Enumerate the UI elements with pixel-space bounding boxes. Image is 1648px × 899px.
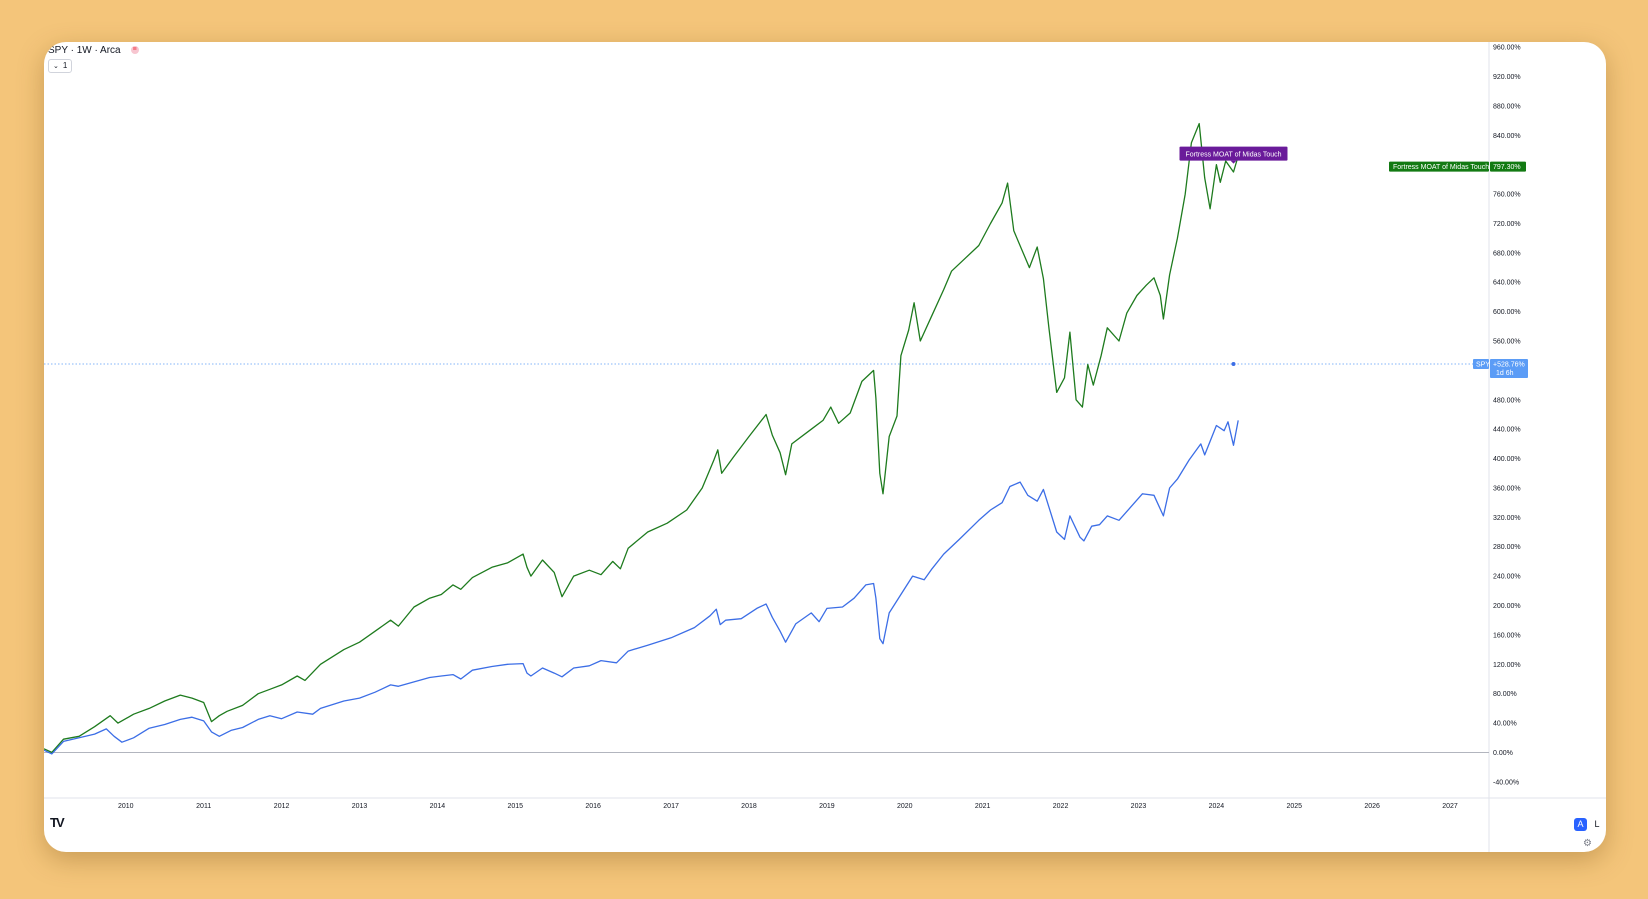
- spy-axis-countdown-text: 1d 6h: [1496, 370, 1514, 377]
- moat-axis-value-text: 797.30%: [1493, 164, 1521, 171]
- y-tick-label: 440.00%: [1493, 427, 1521, 434]
- control-label: 1: [62, 61, 68, 70]
- y-tick-label: 720.00%: [1493, 221, 1521, 228]
- y-tick-label: 840.00%: [1493, 133, 1521, 140]
- gear-icon[interactable]: ⚙: [1583, 838, 1592, 849]
- y-tick-label: 0.00%: [1493, 750, 1513, 757]
- y-tick-label: 280.00%: [1493, 544, 1521, 551]
- moat-series-tag-pointer: [1230, 160, 1237, 164]
- x-tick-label: 2021: [975, 803, 991, 810]
- y-tick-label: 560.00%: [1493, 339, 1521, 346]
- y-tick-label: 80.00%: [1493, 691, 1517, 698]
- y-tick-label: 880.00%: [1493, 103, 1521, 110]
- auto-scale-button[interactable]: A: [1574, 818, 1587, 831]
- y-tick-label: -40.00%: [1493, 779, 1519, 786]
- x-tick-label: 2011: [196, 803, 211, 810]
- moat-series-tag: [1179, 146, 1288, 161]
- x-tick-label: 2024: [1209, 803, 1225, 810]
- y-tick-label: 920.00%: [1493, 74, 1521, 81]
- x-tick-label: 2010: [118, 803, 134, 810]
- x-tick-label: 2017: [663, 803, 679, 810]
- log-scale-button[interactable]: L: [1594, 819, 1600, 829]
- y-tick-label: 680.00%: [1493, 250, 1521, 257]
- x-tick-label: 2015: [507, 803, 523, 810]
- tradingview-logo[interactable]: TV: [50, 815, 65, 830]
- y-tick-label: 200.00%: [1493, 603, 1521, 610]
- moat-axis-value-tag: [1490, 161, 1526, 172]
- y-tick-label: 160.00%: [1493, 632, 1521, 639]
- spy-price-dot: [1231, 361, 1236, 366]
- spy-axis-name-tag: [1473, 358, 1489, 369]
- chart-canvas[interactable]: 960.00%920.00%880.00%840.00%800.00%760.0…: [44, 42, 1606, 852]
- y-tick-label: 360.00%: [1493, 485, 1521, 492]
- moat-axis-name-text: Fortress MOAT of Midas Touch: [1393, 164, 1489, 171]
- indicator-icon[interactable]: ≡: [130, 46, 139, 55]
- y-tick-label: 320.00%: [1493, 515, 1521, 522]
- chart-header: SPY · 1W · Arca ≡: [48, 45, 139, 56]
- series-line-moat: [44, 122, 1239, 754]
- y-tick-label: 120.00%: [1493, 662, 1521, 669]
- x-tick-label: 2019: [819, 803, 835, 810]
- collapse-control[interactable]: ⌄ 1: [48, 59, 73, 73]
- x-tick-label: 2023: [1131, 803, 1147, 810]
- chevron-down-icon: ⌄: [53, 63, 59, 70]
- x-tick-label: 2020: [897, 803, 913, 810]
- y-tick-label: 240.00%: [1493, 574, 1521, 581]
- x-tick-label: 2025: [1286, 803, 1302, 810]
- y-tick-label: 480.00%: [1493, 397, 1521, 404]
- x-tick-label: 2018: [741, 803, 757, 810]
- x-tick-label: 2016: [585, 803, 601, 810]
- spy-axis-name-text: SPY: [1476, 361, 1490, 368]
- x-tick-label: 2026: [1364, 803, 1380, 810]
- y-tick-label: 760.00%: [1493, 192, 1521, 199]
- moat-axis-name-tag: [1389, 161, 1489, 172]
- chart-card: 960.00%920.00%880.00%840.00%800.00%760.0…: [44, 42, 1606, 852]
- y-tick-label: 40.00%: [1493, 721, 1517, 728]
- y-tick-label: 640.00%: [1493, 280, 1521, 287]
- series-line-spy: [44, 420, 1239, 755]
- spy-axis-value-text: +528.76%: [1493, 361, 1525, 368]
- x-tick-label: 2027: [1442, 803, 1458, 810]
- y-tick-label: 400.00%: [1493, 456, 1521, 463]
- symbol-title[interactable]: SPY · 1W · Arca: [48, 45, 121, 56]
- spy-axis-value-tag: [1490, 358, 1528, 378]
- x-tick-label: 2013: [352, 803, 368, 810]
- x-tick-label: 2022: [1053, 803, 1069, 810]
- moat-series-tag-text: Fortress MOAT of Midas Touch: [1185, 152, 1281, 159]
- y-tick-label: 600.00%: [1493, 309, 1521, 316]
- x-tick-label: 2014: [430, 803, 446, 810]
- x-tick-label: 2012: [274, 803, 290, 810]
- y-tick-label: 960.00%: [1493, 45, 1521, 52]
